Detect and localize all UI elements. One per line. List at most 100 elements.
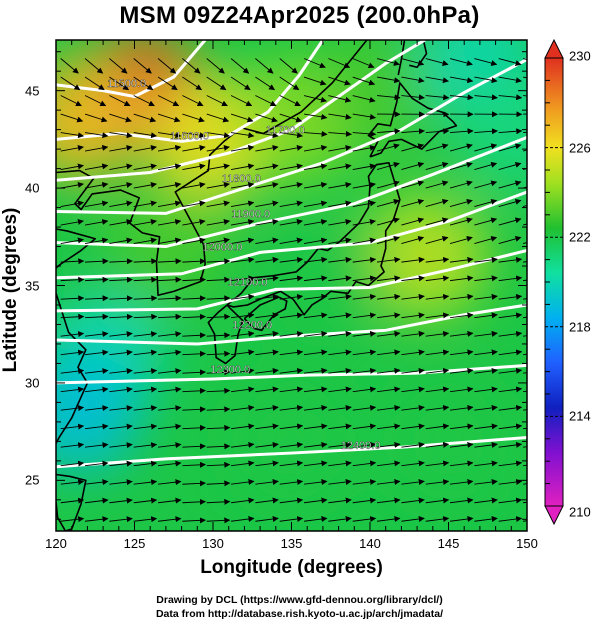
wind-arrow [474, 76, 498, 84]
wind-arrow [255, 182, 279, 189]
wind-arrow [230, 497, 255, 504]
wind-arrow [279, 349, 304, 356]
wind-arrow [60, 516, 85, 523]
wind-arrow [304, 497, 328, 504]
wind-arrow [376, 235, 400, 245]
wind-arrow [352, 386, 377, 393]
wind-arrow [401, 76, 425, 84]
plot-area: 11500.0 11600.0 11700.0 11800.0 11900.0 12000… [56, 40, 527, 531]
wind-arrow [377, 275, 401, 282]
wind-arrow [498, 460, 523, 467]
wind-arrow [450, 497, 474, 504]
wind-arrow [474, 198, 498, 208]
wind-arrow [85, 258, 109, 265]
wind-arrow [425, 478, 450, 485]
wind-arrow [206, 95, 228, 107]
wind-arrow [474, 143, 498, 152]
wind-arrow [498, 180, 522, 189]
wind-arrow [84, 460, 109, 467]
credit-drawing: Drawing by DCL (https://www.gfd-dennou.o… [156, 594, 443, 606]
wind-arrow [60, 258, 85, 265]
y-axis-label: Latitude (degrees) [0, 207, 21, 373]
wind-arrow [352, 497, 377, 504]
wind-arrow [279, 200, 303, 208]
wind-arrow [474, 330, 498, 337]
colorbar-label: 214 [569, 408, 591, 424]
wind-arrow [450, 386, 474, 393]
wind-arrow [60, 219, 84, 226]
wind-arrow [182, 182, 206, 189]
wind-arrow [425, 128, 450, 135]
wind-arrow [328, 163, 352, 171]
wind-arrow [304, 404, 328, 411]
wind-arrow [60, 479, 85, 486]
wind-arrow [230, 219, 255, 226]
wind-arrow [425, 349, 450, 356]
wind-arrow [304, 275, 328, 282]
wind-arrow [377, 516, 401, 522]
wind-arrow [449, 76, 474, 84]
wind-arrow [328, 367, 352, 374]
wind-arrow [352, 367, 377, 374]
wind-arrow [449, 143, 473, 152]
wind-arrow [182, 480, 206, 487]
wind-arrow [255, 460, 279, 467]
wind-arrow [450, 460, 474, 467]
wind-arrow [279, 293, 304, 300]
wind-arrow [474, 94, 498, 101]
wind-arrow [352, 478, 377, 485]
wind-arrow [255, 275, 279, 282]
wind-arrow [157, 479, 182, 486]
wind-arrow [279, 386, 304, 393]
wind-arrow [133, 423, 158, 430]
wind-arrow [255, 219, 279, 226]
wind-arrow [157, 58, 177, 74]
wind-arrow [157, 442, 182, 449]
wind-arrow [474, 349, 498, 356]
wind-arrow [206, 144, 230, 152]
wind-arrow [182, 313, 206, 320]
wind-arrow [425, 460, 450, 467]
wind-arrow [133, 132, 158, 139]
wind-arrow [157, 95, 180, 107]
wind-arrow [401, 161, 425, 171]
wind-arrow [84, 237, 109, 245]
wind-arrow [84, 163, 109, 171]
wind-arrow [230, 460, 255, 467]
wind-arrow [182, 58, 201, 74]
colorbar-max-triangle [544, 38, 564, 59]
wind-arrow [279, 367, 304, 374]
wind-arrow [109, 313, 133, 320]
wind-arrow [182, 332, 206, 339]
wind-arrow [401, 143, 425, 152]
contour-label: 12000.0 [203, 241, 243, 253]
wind-arrow [206, 424, 231, 431]
wind-arrow [84, 516, 109, 523]
wind-arrow [206, 350, 231, 357]
wind-arrow [230, 349, 255, 356]
wind-arrow [498, 256, 523, 263]
wind-arrow [109, 200, 133, 208]
wind-arrow [133, 219, 157, 226]
wind-arrow [474, 275, 498, 282]
wind-arrow [450, 349, 474, 356]
wind-arrow [182, 387, 206, 394]
wind-arrow [474, 256, 498, 263]
wind-arrow [474, 423, 498, 430]
wind-arrow [377, 386, 401, 393]
wind-arrow [328, 113, 352, 120]
coastline [56, 40, 368, 297]
y-tick-label: 30 [25, 375, 40, 391]
wind-arrow [206, 461, 231, 468]
wind-arrow [230, 76, 251, 91]
wind-arrow [279, 144, 303, 152]
wind-arrow [449, 161, 473, 171]
wind-arrow [352, 349, 377, 356]
wind-arrow [255, 516, 279, 522]
wind-arrow [425, 497, 450, 504]
wind-arrow [157, 182, 182, 189]
wind-arrow [401, 128, 425, 135]
wind-arrow [279, 182, 303, 189]
x-tick-label: 135 [280, 536, 303, 551]
wind-arrow [109, 132, 133, 139]
